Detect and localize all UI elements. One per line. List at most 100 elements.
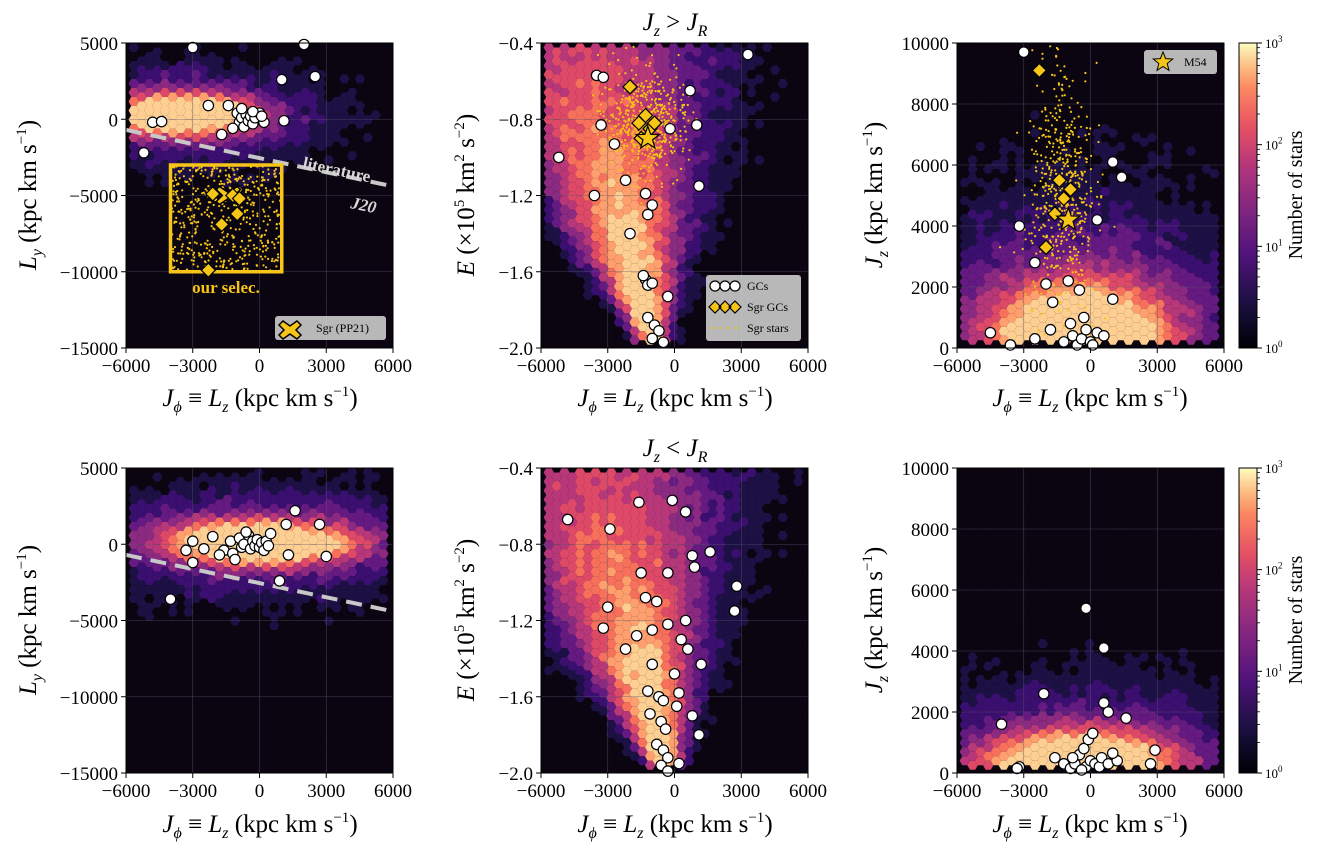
sgr-star	[1035, 214, 1038, 217]
sgr-star	[252, 227, 255, 231]
sgr-star	[630, 69, 633, 72]
density-hex	[590, 268, 601, 278]
density-hex	[582, 164, 593, 174]
sgr-star	[244, 191, 247, 194]
density-hex	[645, 299, 656, 309]
density-hex	[699, 205, 710, 215]
density-hex	[198, 119, 210, 129]
sgr-star	[195, 242, 198, 245]
sgr-star	[267, 172, 270, 176]
density-hex	[292, 173, 303, 183]
density-hex	[206, 79, 217, 88]
density-hex	[590, 286, 601, 296]
sgr-star	[1074, 148, 1077, 151]
density-hex	[551, 335, 562, 345]
density-hex	[175, 115, 186, 125]
sgr-star	[1096, 180, 1099, 184]
sgr-star	[172, 184, 176, 187]
density-hex	[551, 218, 562, 228]
sgr-star	[692, 111, 695, 114]
density-hex	[676, 74, 687, 84]
sgr-star	[181, 189, 184, 192]
density-hex	[269, 196, 280, 206]
density-hex	[308, 182, 319, 192]
sgr-star	[1061, 83, 1064, 86]
sgr-star	[266, 247, 269, 250]
density-hex	[691, 254, 703, 264]
sgr-star	[1046, 290, 1050, 293]
density-hex	[331, 160, 342, 170]
sgr-star	[231, 248, 235, 251]
density-hex	[230, 65, 241, 75]
density-hex	[715, 160, 726, 170]
sgr-star	[188, 231, 191, 234]
density-hex	[715, 169, 726, 179]
sgr-star	[256, 187, 260, 190]
sgr-star	[1087, 244, 1090, 247]
density-hex	[629, 281, 640, 291]
sgr-star	[622, 124, 626, 127]
sgr-star	[222, 236, 225, 239]
density-hex	[676, 254, 687, 264]
density-hex	[652, 250, 664, 260]
sgr-star	[1074, 280, 1077, 283]
x-tick-label: −3000	[999, 356, 1048, 377]
density-hex	[707, 92, 718, 102]
density-hex	[378, 223, 389, 233]
sgr-star	[1071, 271, 1074, 274]
sgr-star	[659, 145, 662, 148]
sgr-star	[245, 221, 248, 224]
density-hex	[214, 209, 225, 219]
density-hex	[637, 232, 648, 242]
sgr-star	[228, 186, 231, 189]
density-hex	[222, 115, 233, 125]
sgr-star	[261, 258, 264, 261]
density-hex	[707, 119, 718, 129]
sgr-star	[1045, 207, 1048, 210]
sgr-star	[221, 265, 224, 268]
density-hex	[331, 88, 342, 97]
sgr-star	[658, 113, 661, 116]
sgr-star	[176, 200, 179, 203]
sgr-star	[243, 211, 246, 214]
density-hex	[128, 61, 139, 70]
sgr-star	[639, 167, 643, 170]
gc-point	[1080, 323, 1092, 336]
density-hex	[668, 214, 679, 224]
density-hex	[691, 236, 703, 246]
density-hex	[362, 115, 373, 125]
sgr-star	[247, 177, 250, 180]
sgr-star	[273, 169, 276, 172]
density-hex	[253, 88, 264, 97]
sgr-star	[623, 147, 626, 150]
sgr-star	[255, 193, 258, 197]
density-hex	[222, 322, 233, 332]
sgr-star	[1059, 139, 1062, 142]
sgr-star	[1048, 165, 1051, 169]
density-hex	[660, 236, 671, 246]
sgr-star	[1050, 169, 1053, 172]
sgr-star	[267, 168, 270, 171]
sgr-star	[608, 63, 611, 66]
density-hex	[128, 196, 139, 206]
sgr-star	[1059, 136, 1062, 139]
gc-point	[298, 38, 310, 51]
density-hex	[567, 182, 578, 192]
density-layer	[128, 43, 389, 345]
sgr-star	[682, 147, 685, 150]
sgr-star	[1078, 185, 1081, 188]
sgr-star	[1068, 245, 1071, 248]
density-hex	[668, 250, 679, 260]
sgr-star	[638, 186, 641, 189]
density-hex	[621, 259, 632, 269]
density-hex	[645, 56, 656, 66]
density-hex	[746, 79, 757, 88]
density-hex	[152, 56, 163, 66]
sgr-star	[612, 115, 615, 118]
gc-point	[1086, 339, 1099, 351]
sgr-star	[1078, 177, 1081, 180]
x-axis-label: Jϕ ≡ Lz (kpc km s−1)	[162, 384, 357, 416]
sgr-star	[615, 102, 618, 105]
density-hex	[269, 115, 280, 125]
sgr-star	[220, 182, 223, 185]
